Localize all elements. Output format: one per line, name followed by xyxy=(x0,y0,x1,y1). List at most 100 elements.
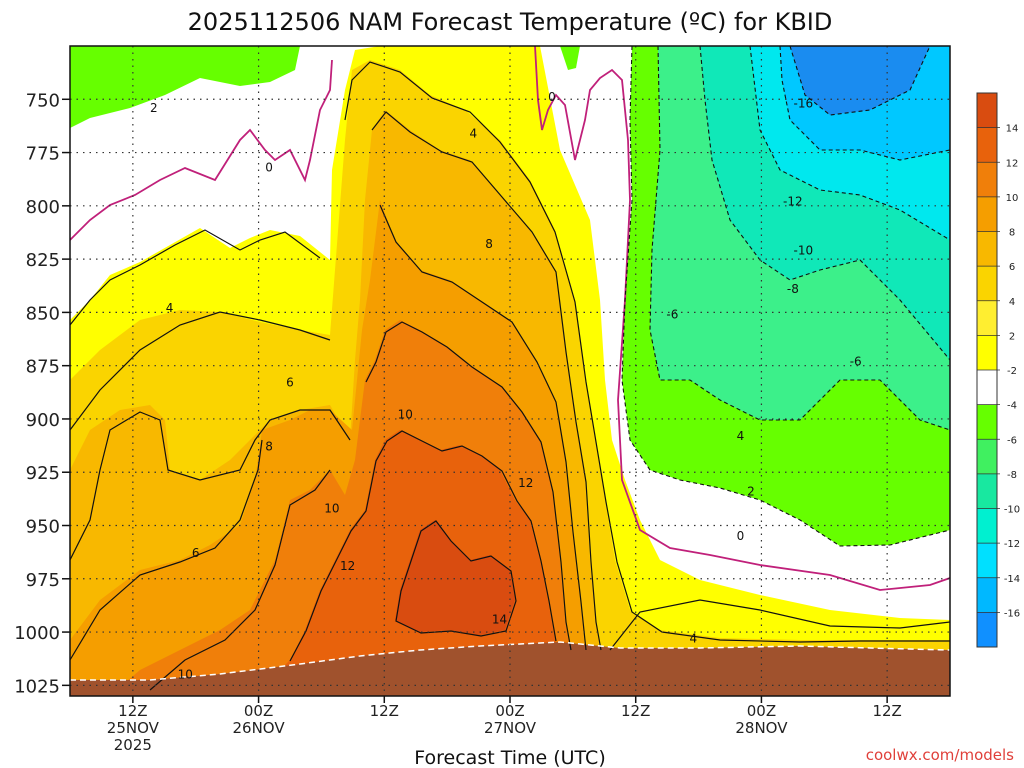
contour-label: 4 xyxy=(166,301,174,315)
colorbar-swatch xyxy=(977,300,997,336)
y-tick-label: 850 xyxy=(26,303,60,324)
contour-label: 4 xyxy=(470,126,478,140)
credit-text[interactable]: coolwx.com/models xyxy=(866,746,1014,764)
colorbar-swatch xyxy=(977,543,997,579)
colorbar-swatch xyxy=(977,127,997,163)
region-green-topmid xyxy=(560,46,580,70)
region-orange-14 xyxy=(395,520,515,635)
x-tick-label: 00Z xyxy=(244,702,273,720)
colorbar-swatch xyxy=(977,335,997,371)
x-tick-label: 12Z xyxy=(621,702,650,720)
y-tick-label: 975 xyxy=(26,570,60,591)
colorbar-swatch xyxy=(977,473,997,509)
contour-0c-left xyxy=(70,59,333,241)
x-tick-label: 12Z xyxy=(118,702,147,720)
y-tick-label: 900 xyxy=(26,410,60,431)
x-axis-title: Forecast Time (UTC) xyxy=(414,747,605,768)
colorbar-swatch xyxy=(977,370,997,406)
contour-0c-top xyxy=(534,46,950,591)
y-tick-label: 1000 xyxy=(14,623,60,644)
x-tick-label: 00Z xyxy=(495,702,524,720)
colorbar-label: -14 xyxy=(1004,574,1020,585)
y-tick-label: 875 xyxy=(26,357,60,378)
ground-boundary xyxy=(70,641,950,681)
contour-label: 8 xyxy=(485,237,493,251)
contour-label: 6 xyxy=(192,546,200,560)
x-tick-label: 27NOV xyxy=(484,719,537,737)
x-tick-label: 25NOV xyxy=(107,719,160,737)
colorbar-swatch xyxy=(977,612,997,648)
contour-label: -12 xyxy=(783,195,803,209)
contour-label: -6 xyxy=(850,354,862,368)
contour-label: 10 xyxy=(324,501,339,515)
colorbar-label: -4 xyxy=(1007,401,1017,412)
colorbar-label: -12 xyxy=(1004,539,1020,550)
colorbar-swatch xyxy=(977,577,997,613)
y-tick-label: 775 xyxy=(26,144,60,165)
colorbar-label: 14 xyxy=(1006,124,1019,135)
contour-label: 12 xyxy=(340,559,355,573)
contour-label: 14 xyxy=(492,612,507,626)
contour-label: -16 xyxy=(794,97,814,111)
colorbar-label: -8 xyxy=(1007,470,1017,481)
colorbar-label: 10 xyxy=(1006,193,1019,204)
contour-label: 2 xyxy=(150,101,158,115)
contour-label: 2 xyxy=(747,484,755,498)
x-tick-label: 2025 xyxy=(114,736,152,754)
contour-label: 4 xyxy=(737,429,745,443)
contour-label: 0 xyxy=(548,90,556,104)
colorbar-swatch xyxy=(977,196,997,232)
colorbar-label: -16 xyxy=(1004,608,1020,619)
x-tick-label: 00Z xyxy=(747,702,776,720)
y-tick-label: 950 xyxy=(26,517,60,538)
y-tick-label: 800 xyxy=(26,197,60,218)
contour-label: -6 xyxy=(666,308,678,322)
x-tick-label: 26NOV xyxy=(233,719,286,737)
colorbar-swatch xyxy=(977,231,997,267)
colorbar-swatch xyxy=(977,162,997,198)
colorbar-swatch xyxy=(977,439,997,475)
plot-area: 2 0 0 4 4 6 6 8 8 10 10 10 12 12 14 4 0 2 4 -6 -6 -8 -10 -12 -16 xyxy=(70,46,950,696)
colorbar-label: 8 xyxy=(1009,228,1015,239)
colorbar-label: 2 xyxy=(1009,331,1015,342)
colorbar: 14 12 10 8 6 4 2 -2 -4 -6 -8 -10 -12 -14 -16 xyxy=(976,92,1020,648)
contour-label: 4 xyxy=(690,631,698,645)
contour-lines-cold xyxy=(621,46,950,547)
y-tick-label: 1025 xyxy=(14,676,60,697)
contour-labels: 2 0 0 4 4 6 6 8 8 10 10 10 12 12 14 4 0 2 4 -6 -6 -8 -10 -12 -16 xyxy=(150,90,862,682)
contour-label: 0 xyxy=(737,529,745,543)
y-axis: 750 775 800 825 850 875 900 925 950 975 1000 1025 xyxy=(14,90,70,697)
y-tick-label: 750 xyxy=(26,90,60,111)
colorbar-swatch xyxy=(977,266,997,302)
contour-label: -10 xyxy=(794,244,814,258)
colorbar-label: -6 xyxy=(1007,435,1017,446)
gridlines xyxy=(70,46,950,696)
chart-title: 2025112506 NAM Forecast Temperature (ºC)… xyxy=(188,8,833,36)
x-tick-label: 12Z xyxy=(872,702,901,720)
contour-label: 12 xyxy=(518,476,533,490)
colorbar-label: -10 xyxy=(1004,505,1020,516)
contour-label: 8 xyxy=(265,440,273,454)
contour-label: 10 xyxy=(178,668,193,682)
contour-label: 10 xyxy=(398,408,413,422)
colorbar-label: 4 xyxy=(1009,297,1015,308)
contour-lines-warm xyxy=(70,61,950,691)
contour-label: 0 xyxy=(265,160,273,174)
colorbar-label: 12 xyxy=(1006,158,1019,169)
colorbar-swatch xyxy=(977,404,997,440)
ground-fill xyxy=(70,642,950,696)
x-tick-label: 12Z xyxy=(370,702,399,720)
y-tick-label: 925 xyxy=(26,463,60,484)
colorbar-label: 6 xyxy=(1009,262,1015,273)
y-tick-label: 825 xyxy=(26,250,60,271)
x-tick-label: 28NOV xyxy=(735,719,788,737)
colorbar-swatch xyxy=(977,93,997,129)
contour-label: 6 xyxy=(286,376,294,390)
region-cold-blue xyxy=(790,46,930,115)
region-green-topleft xyxy=(70,46,300,128)
colorbar-label: -2 xyxy=(1007,366,1017,377)
colorbar-swatch xyxy=(977,508,997,544)
contour-label: -8 xyxy=(787,282,799,296)
